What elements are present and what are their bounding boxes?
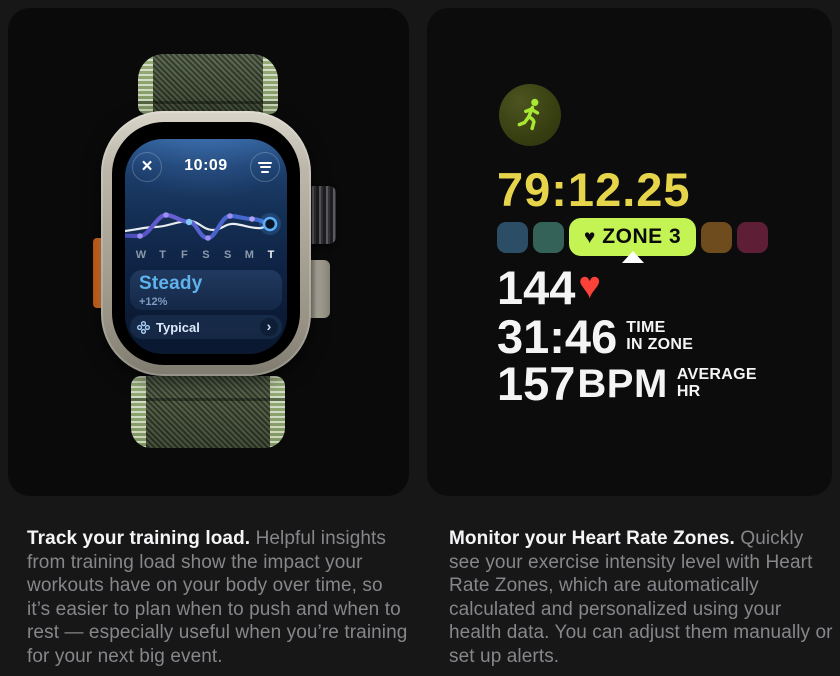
time-in-zone-row: 31:46 TIME IN ZONE [497,313,693,360]
average-hr-value: 157 [497,357,576,410]
time-in-zone-value: 31:46 [497,310,618,363]
typical-row[interactable]: Typical › [130,315,282,339]
data-point [227,213,233,219]
band-stitch-left [131,376,146,448]
zone-2-segment [533,221,564,253]
watch-screen: × 10:09 [125,139,287,354]
elapsed-time: 79:12.25 [497,163,691,216]
zone-1-segment [497,221,528,253]
zone-5-segment [737,221,769,253]
watch-band-bottom [131,376,285,448]
band-weave [138,54,278,114]
heart-icon: ♥ [578,264,601,307]
caption-lead: Track your training load. [27,528,251,549]
training-load-caption: Track your training load. Helpful insight… [27,527,408,668]
day-axis: W T F S S M T [135,249,277,261]
day-label: W [135,249,147,261]
summary-title: Steady [139,273,203,294]
training-load-card: × 10:09 [8,8,409,496]
heart-rate-zones-card: 79:12.25 ♥ ZONE 3 144 ♥ 31:46 TIME IN ZO… [427,8,832,496]
runner-icon [517,98,540,131]
time-in-zone-label: TIME IN ZONE [626,319,694,353]
label-line: HR [676,382,701,400]
watch-band-top [138,54,278,114]
heart-icon: ♥ [584,226,596,248]
average-hr-unit: BPM [577,361,668,406]
average-hr-label: AVERAGE HR [676,366,757,400]
data-point [163,212,169,218]
caption-lead: Monitor your Heart Rate Zones. [449,528,735,549]
data-point [137,233,143,239]
caption-body: Helpful insights from training load show… [27,528,408,667]
band-stitch-left [138,54,153,114]
watch-status-row: × 10:09 [125,152,287,184]
close-icon: × [141,155,153,177]
baseline-series-line [125,219,272,233]
summary-delta: +12% [139,296,168,308]
elapsed-time-row: 79:12.25 [497,166,691,213]
current-heart-rate-row: 144 ♥ [497,264,601,311]
label-line: IN ZONE [626,335,694,353]
day-label: S [202,249,210,261]
day-label-active: T [267,249,275,261]
zone-pointer-icon [621,251,644,263]
zone-4-segment [701,221,733,253]
current-heart-rate: 144 [497,261,576,314]
day-label: S [223,249,232,261]
training-load-summary: Steady +12% [130,270,282,310]
data-point [205,235,211,241]
active-zone-label: ZONE 3 [602,225,682,248]
data-point [249,216,255,222]
label-line: AVERAGE [676,366,757,383]
data-point [185,218,193,226]
heart-rate-zones-caption: Monitor your Heart Rate Zones. Quickly se… [449,527,838,668]
band-stitch-right [263,54,278,114]
typical-label: Typical [156,319,200,335]
band-stitch-right [270,376,285,448]
band-seam [138,101,278,104]
watch-clock: 10:09 [184,157,228,174]
day-label: F [180,249,188,261]
chevron-right-icon: › [266,318,272,334]
filter-lines-icon [258,161,272,173]
close-button[interactable]: × [132,152,162,182]
day-label: T [159,249,167,261]
heart-rate-zone-bar: ♥ ZONE 3 [497,218,769,263]
band-weave [131,376,285,448]
active-zone-pill: ♥ ZONE 3 [569,218,697,263]
average-hr-row: 157 BPM AVERAGE HR [497,360,757,407]
disclosure-button[interactable]: › [260,318,278,336]
menu-button[interactable] [250,152,280,182]
watch-case: × 10:09 [101,111,311,376]
training-load-chart [125,212,281,241]
running-activity-badge [499,84,561,146]
caption-body: Quickly see your exercise intensity leve… [449,528,833,667]
clover-dots-icon [137,320,150,334]
day-label: M [244,249,254,261]
highlight-point [262,216,278,232]
band-seam [131,398,285,401]
label-line: TIME [626,319,666,336]
